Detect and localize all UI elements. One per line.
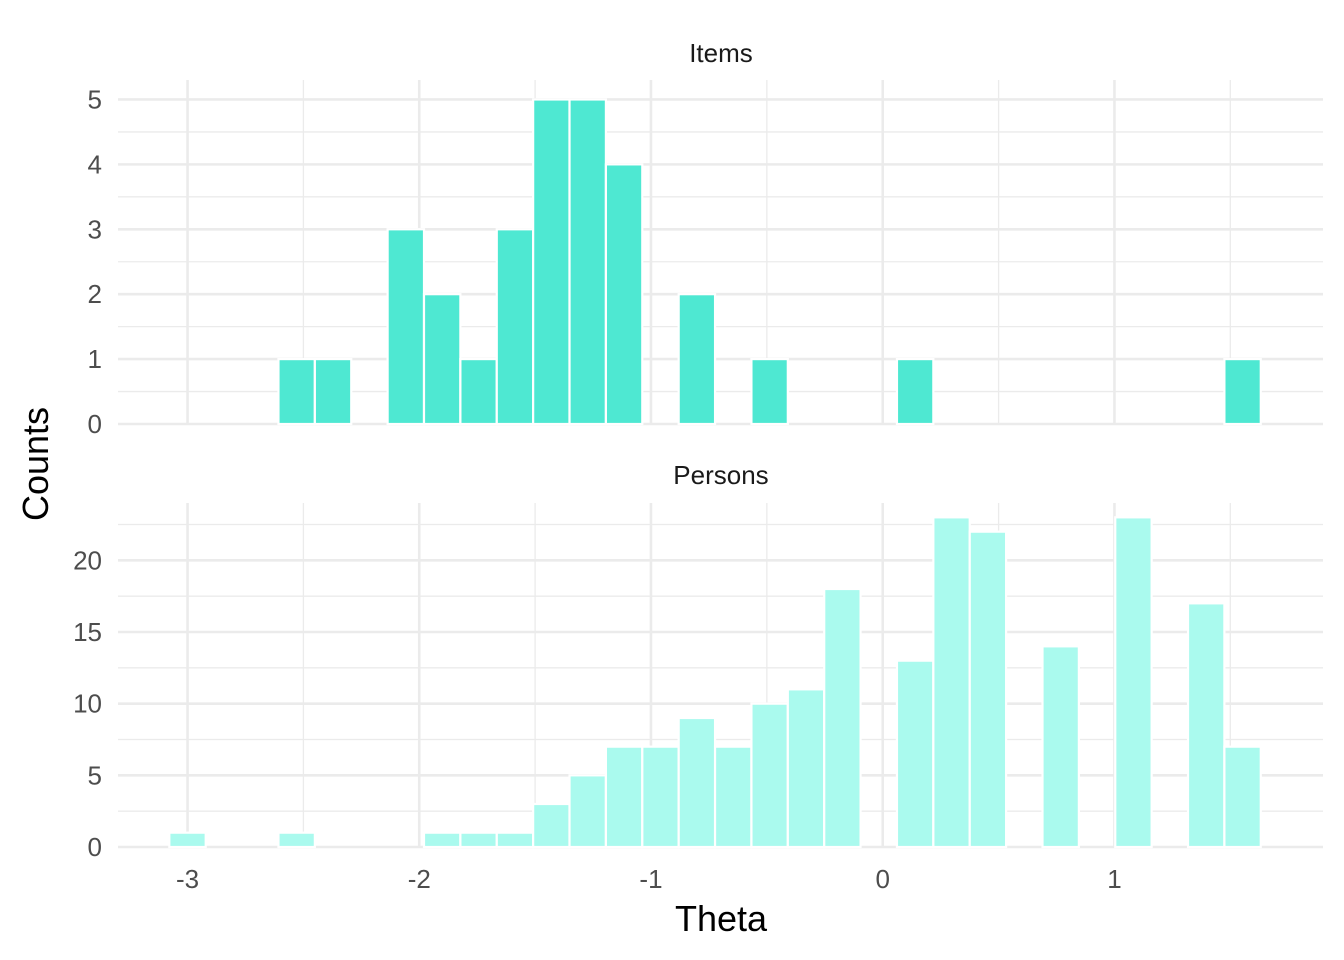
- y-tick-label: 20: [73, 545, 102, 575]
- x-tick-label: 1: [1107, 864, 1121, 894]
- x-tick-label: -1: [639, 864, 662, 894]
- y-tick-label: 0: [88, 832, 102, 862]
- histogram-bar: [968, 530, 1008, 849]
- histogram-bar: [532, 98, 571, 426]
- y-tick-label: 4: [88, 149, 102, 179]
- panel-items: 0 1 2 3 4 5 Items: [88, 38, 1323, 439]
- histogram-bar: [422, 293, 462, 426]
- persons-bars: [168, 516, 1262, 849]
- items-panel-title: Items: [689, 38, 753, 68]
- histogram-bar: [895, 357, 935, 426]
- y-axis-title: Counts: [15, 407, 56, 521]
- histogram-bar: [313, 357, 353, 426]
- x-tick-label: -2: [408, 864, 431, 894]
- histogram-bar: [495, 228, 535, 426]
- histogram-bar: [895, 659, 935, 849]
- y-tick-label: 3: [88, 214, 102, 244]
- histogram-bar: [823, 587, 862, 849]
- histogram-bar: [1041, 645, 1080, 849]
- panel-persons: 0 5 10 15 20 Persons: [73, 460, 1323, 862]
- histogram-bar: [568, 774, 608, 849]
- persons-y-ticks: 0 5 10 15 20: [73, 545, 102, 862]
- items-y-ticks: 0 1 2 3 4 5: [88, 84, 102, 439]
- items-bars: [277, 98, 1262, 426]
- histogram-bar: [168, 831, 207, 849]
- histogram-bar: [750, 357, 789, 426]
- x-tick-label: -3: [176, 864, 199, 894]
- histogram-bar: [641, 745, 680, 849]
- histogram-bar: [1114, 516, 1153, 849]
- x-tick-label: 0: [875, 864, 889, 894]
- histogram-bar: [422, 831, 462, 849]
- y-tick-label: 15: [73, 617, 102, 647]
- histogram-bar: [604, 163, 644, 426]
- histogram-bar: [677, 716, 717, 849]
- histogram-bar: [1223, 357, 1262, 426]
- histogram-bar: [495, 831, 535, 849]
- persons-panel-title: Persons: [673, 460, 768, 490]
- x-axis-title: Theta: [675, 898, 768, 939]
- histogram-bar: [932, 516, 971, 849]
- histogram-bar: [459, 831, 498, 849]
- y-tick-label: 10: [73, 689, 102, 719]
- y-tick-label: 2: [88, 279, 102, 309]
- histogram-bar: [568, 98, 608, 426]
- histogram-bar: [532, 802, 571, 849]
- histogram-bar: [677, 293, 717, 426]
- histogram-bar: [604, 745, 644, 849]
- histogram-bar: [786, 688, 826, 849]
- histogram-bar: [277, 357, 316, 426]
- histogram-bar: [277, 831, 316, 849]
- histogram-bar: [459, 357, 498, 426]
- x-axis-tick-labels: -3 -2 -1 0 1: [176, 864, 1122, 894]
- histogram-bar: [713, 745, 753, 849]
- histogram-bar: [386, 228, 426, 426]
- y-tick-label: 5: [88, 760, 102, 790]
- y-tick-label: 5: [88, 84, 102, 114]
- histogram-bar: [750, 702, 789, 849]
- histogram-bar: [1186, 602, 1226, 849]
- y-tick-label: 0: [88, 409, 102, 439]
- y-tick-label: 1: [88, 344, 102, 374]
- histogram-bar: [1223, 745, 1262, 849]
